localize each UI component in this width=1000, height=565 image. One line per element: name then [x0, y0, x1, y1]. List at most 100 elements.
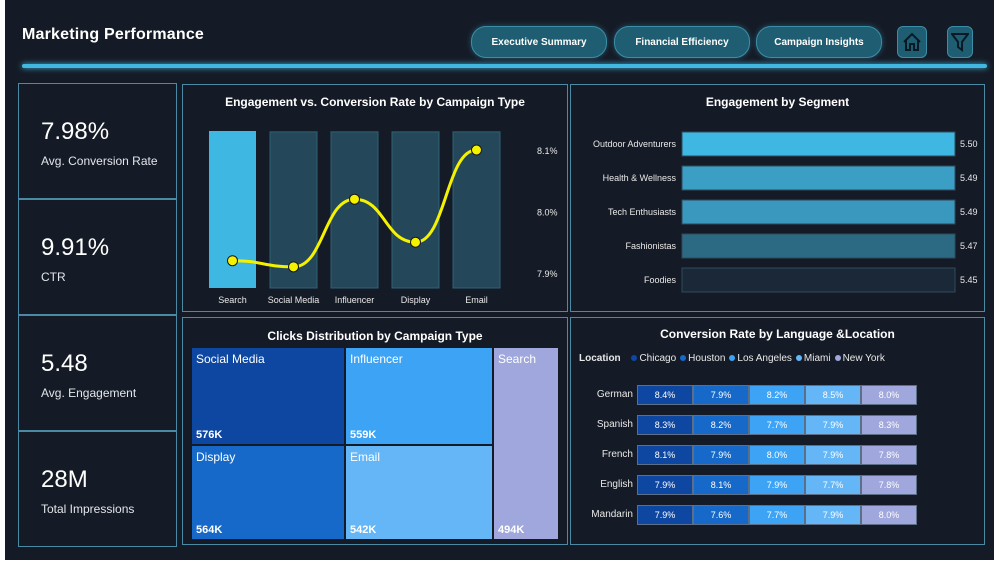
chart-title: Conversion Rate by Language &Location — [660, 327, 895, 341]
heatmap-cell: 7.9% — [749, 475, 805, 495]
clicks-treemap-panel: Clicks Distribution by Campaign Type Soc… — [182, 317, 568, 545]
heatmap-cell: 8.3% — [637, 415, 693, 435]
tile-value: 576K — [196, 429, 223, 441]
heatmap-cell: 8.1% — [637, 445, 693, 465]
bar — [681, 131, 956, 157]
bar — [681, 165, 956, 191]
legend-item: Chicago — [639, 353, 677, 364]
filter-icon[interactable] — [947, 26, 973, 58]
tile-name: Influencer — [350, 352, 403, 366]
chart-title: Engagement by Segment — [705, 95, 850, 109]
row-label: Spanish — [596, 419, 633, 430]
legend-marker — [680, 355, 687, 361]
row-label: Mandarin — [591, 509, 633, 520]
heatmap-cell: 8.3% — [861, 415, 917, 435]
legend-item: Miami — [803, 353, 831, 364]
legend-marker — [729, 355, 736, 361]
heatmap-cell: 8.2% — [693, 415, 749, 435]
heatmap-cell: 8.1% — [693, 475, 749, 495]
heatmap-cell: 7.9% — [805, 505, 861, 525]
financial-efficiency-button[interactable]: Financial Efficiency — [614, 26, 750, 58]
campaign-insights-button[interactable]: Campaign Insights — [756, 26, 882, 58]
home-icon[interactable] — [897, 26, 927, 58]
kpi-label: Avg. Conversion Rate — [41, 154, 158, 168]
legend-item: Houston — [688, 353, 726, 364]
heatmap-cell: 7.9% — [637, 475, 693, 495]
legend-marker — [795, 355, 802, 361]
heatmap-cell: 7.7% — [749, 415, 805, 435]
heatmap-cell: 7.9% — [805, 415, 861, 435]
line-point — [410, 236, 421, 248]
y-tick-label: Fashionistas — [625, 241, 676, 251]
combo-chart: Search Social Media Influencer Display Email… — [209, 131, 558, 305]
chart-title: Engagement vs. Conversion Rate by Campai… — [225, 95, 525, 109]
y-tick-label: Outdoor Adventurers — [593, 139, 677, 149]
x-tick-label: Display — [401, 295, 431, 305]
treemap-tile[interactable]: Email 542K — [345, 445, 493, 540]
data-label: 5.50 — [960, 139, 978, 149]
dashboard: Marketing Performance Executive Summary … — [5, 0, 994, 560]
tile-name: Display — [196, 450, 236, 464]
treemap-tile[interactable]: Search 494K — [493, 347, 559, 540]
legend-marker — [834, 355, 841, 361]
heatmap-cell: 8.0% — [861, 505, 917, 525]
legend-item: New York — [842, 353, 885, 364]
legend-item: Los Angeles — [737, 353, 792, 364]
treemap-tile[interactable]: Influencer 559K — [345, 347, 493, 445]
row-label: German — [596, 389, 633, 400]
tile-name: Search — [498, 352, 537, 366]
line-point — [471, 144, 482, 156]
data-label: 5.49 — [960, 173, 978, 183]
kpi-value: 28M — [41, 466, 88, 493]
tile-value: 564K — [196, 524, 223, 536]
y2-tick-label: 7.9% — [537, 269, 558, 279]
legend-marker — [631, 355, 638, 361]
engagement-segment-chart-panel: Engagement by Segment Outdoor Adventurer… — [570, 84, 985, 312]
tile-value: 542K — [350, 524, 377, 536]
line-point — [288, 261, 299, 273]
heatmap-cell: 8.4% — [637, 385, 693, 405]
kpi-value: 7.98% — [41, 118, 110, 145]
kpi-ctr: 9.91% CTR — [18, 199, 177, 315]
y-tick-label: Health & Wellness — [603, 173, 677, 183]
x-tick-label: Email — [465, 295, 488, 305]
tile-value: 559K — [350, 429, 377, 441]
conversion-heatmap-panel: Conversion Rate by Language &Location Lo… — [570, 317, 985, 545]
heatmap-cell: 7.9% — [693, 445, 749, 465]
heatmap-cell: 7.7% — [805, 475, 861, 495]
tile-name: Social Media — [196, 352, 265, 366]
engagement-conversion-chart-panel: Engagement vs. Conversion Rate by Campai… — [182, 84, 568, 312]
y2-tick-label: 8.0% — [537, 208, 558, 218]
kpi-value: 5.48 — [41, 350, 88, 377]
tile-value: 494K — [498, 524, 525, 536]
treemap: Social Media 576K Influencer 559K Display 564… — [191, 347, 559, 540]
legend-title: Location — [579, 353, 621, 364]
y-tick-label: Tech Enthusiasts — [608, 207, 677, 217]
data-label: 5.49 — [960, 207, 978, 217]
kpi-conversion-rate: 7.98% Avg. Conversion Rate — [18, 83, 177, 199]
bar — [391, 131, 440, 289]
kpi-label: CTR — [41, 270, 66, 284]
bar — [681, 199, 956, 225]
x-tick-label: Social Media — [268, 295, 320, 305]
treemap-tile[interactable]: Social Media 576K — [191, 347, 345, 445]
bar — [681, 233, 956, 259]
x-tick-label: Search — [218, 295, 247, 305]
row-label: French — [601, 449, 633, 460]
heatmap-cell: 7.8% — [861, 445, 917, 465]
heatmap-cell: 7.9% — [637, 505, 693, 525]
heatmap-cell: 8.0% — [861, 385, 917, 405]
tile-name: Email — [350, 450, 381, 464]
heatmap-cell: 8.5% — [805, 385, 861, 405]
kpi-engagement: 5.48 Avg. Engagement — [18, 315, 177, 431]
executive-summary-button[interactable]: Executive Summary — [471, 26, 607, 58]
heatmap-cell: 7.8% — [861, 475, 917, 495]
chart-title: Clicks Distribution by Campaign Type — [267, 329, 483, 343]
treemap-tile[interactable]: Display 564K — [191, 445, 345, 540]
segment-bar-chart: Outdoor Adventurers 5.50 Health & Wellness… — [593, 131, 978, 293]
y-tick-label: Foodies — [644, 275, 677, 285]
line-point — [349, 193, 360, 205]
kpi-value: 9.91% — [41, 234, 110, 261]
x-tick-label: Influencer — [335, 295, 375, 305]
kpi-label: Avg. Engagement — [41, 386, 137, 400]
